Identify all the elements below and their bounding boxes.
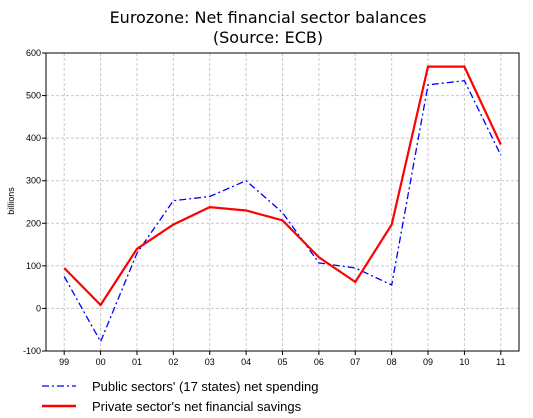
chart-subtitle: (Source: ECB): [213, 28, 323, 47]
legend-label-private-sector: Private sector's net financial savings: [92, 399, 302, 414]
y-tick-label: 400: [26, 133, 41, 143]
series-line-public-sectors: [63, 80, 502, 344]
x-tick-label: 02: [168, 357, 178, 367]
x-tick-label: 01: [132, 357, 142, 367]
y-tick-label: 200: [26, 218, 41, 228]
x-tick-label: 03: [205, 357, 215, 367]
x-tick-label: 05: [277, 357, 287, 367]
x-tick-label: 00: [96, 357, 106, 367]
y-axis-label: billions: [6, 187, 16, 215]
y-tick-label: 300: [26, 176, 41, 186]
x-tick-label: 11: [496, 357, 505, 367]
plot-frame: [45, 52, 520, 352]
x-tick-label: 04: [241, 357, 251, 367]
y-axis-ticks: -100 0 100 200 300 400 500 600: [23, 48, 46, 356]
x-tick-label: 99: [59, 357, 69, 367]
y-tick-label: 500: [26, 91, 41, 101]
x-axis-ticks: 99 00 01 02 03 04 05 06 07 08 09 10 11: [59, 351, 505, 367]
y-tick-label: -100: [23, 346, 41, 356]
x-tick-label: 09: [423, 357, 433, 367]
x-tick-label: 06: [314, 357, 324, 367]
series-lines: [63, 65, 502, 344]
y-tick-label: 0: [36, 303, 41, 313]
x-tick-label: 08: [387, 357, 397, 367]
chart-title: Eurozone: Net financial sector balances: [110, 8, 427, 27]
gridlines: [46, 53, 519, 351]
legend: Public sectors' (17 states) net spending…: [42, 379, 319, 414]
legend-label-public-sectors: Public sectors' (17 states) net spending: [92, 379, 319, 394]
x-tick-label: 10: [459, 357, 469, 367]
y-tick-label: 600: [26, 48, 41, 58]
series-line-private-sector: [63, 65, 502, 307]
y-tick-label: 100: [26, 261, 41, 271]
x-tick-label: 07: [350, 357, 360, 367]
